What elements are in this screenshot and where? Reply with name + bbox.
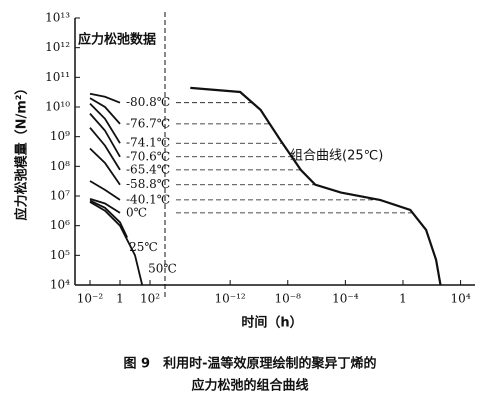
series-label: -40.1℃ [126, 192, 170, 206]
y-tick-label: 10⁶ [50, 218, 70, 232]
x-tick-label: 1 [116, 292, 124, 306]
x-tick-label: 10⁻⁴ [332, 292, 359, 306]
series-label: 50℃ [148, 262, 177, 276]
curve [89, 147, 121, 186]
y-tick-label: 10¹¹ [45, 70, 70, 84]
x-tick-label: 10⁴ [451, 292, 471, 306]
series-label: -76.7℃ [126, 116, 170, 130]
y-tick-label: 10⁹ [50, 129, 70, 143]
caption: 图 9 利用时-温等效原理绘制的聚异丁烯的 [124, 356, 377, 372]
series-label: -70.6℃ [126, 149, 170, 163]
series-label: 0℃ [126, 205, 147, 219]
x-tick-label: 1 [399, 292, 407, 306]
y-tick-label: 10¹⁰ [45, 100, 70, 114]
curve [89, 199, 129, 238]
curve [89, 180, 121, 201]
curve [89, 198, 121, 214]
x-tick-label: 10² [140, 292, 160, 306]
y-tick-label: 10⁵ [50, 248, 70, 262]
curve [89, 102, 121, 144]
x-tick-label: 10⁻² [77, 292, 104, 306]
y-tick-label: 10¹² [45, 40, 70, 54]
series-label: -65.4℃ [126, 162, 170, 176]
y-axis-label: 应力松弛模量（N/m²） [14, 82, 30, 221]
caption: 应力松弛的组合曲线 [191, 378, 308, 394]
y-tick-label: 10¹³ [45, 11, 70, 25]
series-label: -58.8℃ [126, 177, 170, 191]
x-axis-label: 时间（h） [241, 315, 302, 331]
curve [89, 201, 144, 286]
x-tick-label: 10⁻⁸ [275, 292, 302, 306]
series-label: -74.1℃ [126, 136, 170, 150]
curve [89, 92, 121, 104]
annotation: 组合曲线(25℃) [290, 149, 383, 164]
curve [89, 97, 121, 125]
y-tick-label: 10⁸ [50, 159, 70, 173]
y-tick-label: 10⁷ [50, 189, 70, 203]
series-label: 25℃ [129, 240, 158, 254]
y-tick-label: 10⁴ [50, 278, 70, 292]
x-tick-label: 10⁻¹² [215, 292, 246, 306]
curve [190, 86, 442, 286]
curve [89, 113, 121, 158]
series-label: -80.8℃ [126, 95, 170, 109]
curve [89, 127, 121, 171]
chart-title: 应力松弛数据 [78, 32, 156, 48]
